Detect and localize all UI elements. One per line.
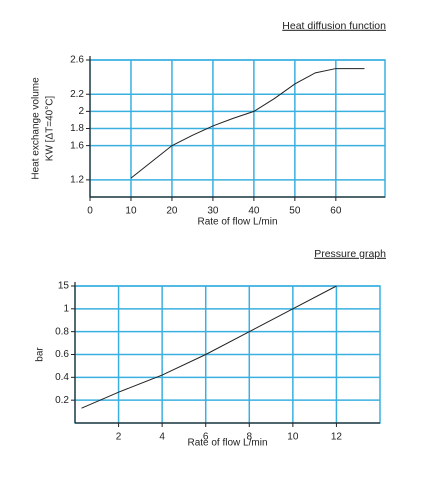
x-tick-label: 10	[287, 432, 299, 443]
y-axis-label: bar	[35, 347, 46, 362]
x-axis-label: Rate of flow L/min	[197, 217, 277, 228]
x-tick-label: 6	[203, 432, 209, 443]
chart-title: Heat diffusion function	[282, 20, 386, 32]
x-tick-label: 0	[87, 206, 93, 217]
x-tick-label: 2	[116, 432, 122, 443]
x-tick-label: 4	[159, 432, 165, 443]
y-tick-label: 2.6	[70, 55, 84, 66]
chart-title: Pressure graph	[314, 248, 386, 260]
x-tick-label: 30	[207, 206, 219, 217]
y-tick-label: 1.2	[70, 175, 84, 186]
y-tick-label: 1.6	[70, 140, 84, 151]
x-tick-label: 20	[166, 206, 178, 217]
y-tick-label: 0.8	[55, 326, 69, 337]
x-axis-label: Rate of flow L/min	[187, 438, 267, 449]
y-tick-label: 2	[78, 106, 84, 117]
x-tick-label: 40	[248, 206, 260, 217]
x-tick-label: 60	[330, 206, 342, 217]
data-line	[130, 68, 365, 179]
y-tick-label: 1	[63, 303, 69, 314]
x-tick-label: 8	[247, 432, 253, 443]
x-tick-label: 50	[289, 206, 301, 217]
y-tick-label: 2.2	[70, 89, 84, 100]
data-line	[81, 285, 337, 409]
y-tick-label: 0.6	[55, 349, 69, 360]
y-tick-label: 0.4	[55, 372, 69, 383]
x-tick-label: 10	[125, 206, 137, 217]
y-axis-label: KW [ΔT=40°C]	[45, 96, 56, 162]
y-tick-label: 1.8	[70, 123, 84, 134]
y-tick-label: 0.2	[55, 395, 69, 406]
y-tick-label: 15	[58, 281, 70, 292]
y-axis-label: Heat exchange volume	[31, 77, 42, 180]
x-tick-label: 12	[331, 432, 343, 443]
